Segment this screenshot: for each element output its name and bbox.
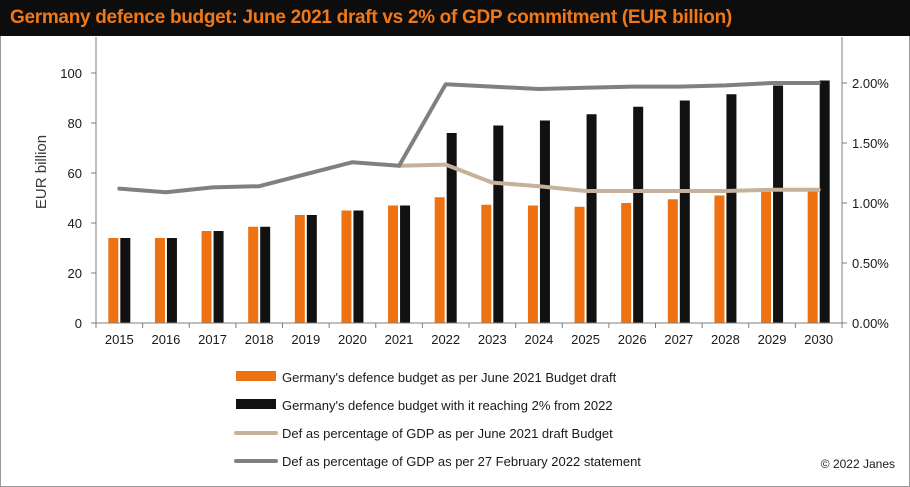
legend: Germany's defence budget as per June 202… (234, 370, 641, 469)
bar-2pct-2021 (400, 205, 411, 323)
bar-2pct-2027 (679, 100, 690, 323)
y-tick-label: 100 (60, 66, 82, 81)
x-tick-label: 2029 (758, 332, 787, 347)
bar-2pct-2019 (306, 215, 317, 323)
y-axis-label: EUR billion (33, 135, 50, 209)
bar-draft-2021 (388, 205, 399, 323)
x-tick-label: 2019 (291, 332, 320, 347)
x-tick-label: 2025 (571, 332, 600, 347)
y2-tick-label: 1.50% (852, 136, 889, 151)
bar-draft-2028 (714, 195, 725, 323)
bar-draft-2026 (621, 203, 632, 323)
y-tick-label: 60 (68, 166, 82, 181)
y2-tick-label: 2.00% (852, 76, 889, 91)
x-tick-label: 2016 (151, 332, 180, 347)
x-tick-label: 2023 (478, 332, 507, 347)
x-tick-label: 2020 (338, 332, 367, 347)
chart-title: Germany defence budget: June 2021 draft … (10, 7, 732, 28)
bar-2pct-2024 (539, 120, 550, 323)
line-feb2022-gdp-pct (117, 81, 821, 195)
legend-label-3: Def as percentage of GDP as per 27 Febru… (282, 454, 641, 469)
bar-draft-2015 (108, 238, 119, 323)
y-tick-label: 20 (68, 266, 82, 281)
bar-2pct-2018 (260, 226, 271, 323)
bar-2pct-2028 (726, 94, 737, 323)
bar-2pct-2016 (166, 238, 177, 323)
x-tick-label: 2017 (198, 332, 227, 347)
y2-tick-label: 1.00% (852, 196, 889, 211)
bar-2pct-2025 (586, 114, 597, 323)
line-draft-gdp-pct (397, 162, 821, 193)
x-tick-label: 2024 (524, 332, 553, 347)
bar-2pct-2015 (120, 238, 131, 323)
bar-draft-2023 (481, 204, 492, 323)
x-tick-label: 2015 (105, 332, 134, 347)
bar-2pct-2022 (446, 133, 457, 323)
legend-label-2: Def as percentage of GDP as per June 202… (282, 426, 613, 441)
bar-2pct-2020 (353, 210, 364, 323)
bar-draft-2020 (341, 210, 352, 323)
bar-draft-2024 (527, 205, 538, 323)
x-tick-label: 2021 (385, 332, 414, 347)
bar-draft-2027 (667, 199, 678, 323)
x-tick-label: 2018 (245, 332, 274, 347)
copyright-text: © 2022 Janes (821, 457, 895, 471)
bar-2pct-2029 (773, 85, 784, 323)
bar-2pct-2030 (819, 80, 830, 323)
legend-label-0: Germany's defence budget as per June 202… (282, 370, 617, 385)
legend-swatch-0 (236, 371, 276, 381)
x-tick-label: 2027 (664, 332, 693, 347)
bar-draft-2017 (201, 231, 212, 323)
bar-draft-2025 (574, 206, 585, 323)
y2-tick-label: 0.50% (852, 256, 889, 271)
y-tick-label: 40 (68, 216, 82, 231)
bar-draft-2030 (807, 189, 818, 323)
title-bar: Germany defence budget: June 2021 draft … (0, 0, 910, 36)
lines (117, 81, 821, 195)
x-tick-label: 2022 (431, 332, 460, 347)
x-tick-label: 2026 (618, 332, 647, 347)
bar-draft-2018 (248, 226, 259, 323)
legend-swatch-1 (236, 399, 276, 409)
bars (108, 80, 830, 323)
axes: 0 20 40 60 80 100 0.00% 0.50% 1.00% 1.50% 2.00% 201… (60, 37, 889, 347)
bar-draft-2022 (434, 197, 445, 323)
bar-2pct-2026 (633, 106, 644, 323)
x-tick-label: 2028 (711, 332, 740, 347)
bar-draft-2029 (761, 191, 772, 323)
bar-2pct-2023 (493, 125, 504, 323)
bar-draft-2019 (294, 215, 305, 323)
legend-label-1: Germany's defence budget with it reachin… (282, 398, 613, 413)
y2-tick-label: 0.00% (852, 316, 889, 331)
x-tick-label: 2030 (804, 332, 833, 347)
bar-2pct-2017 (213, 231, 224, 323)
y-tick-label: 80 (68, 116, 82, 131)
y-tick-label: 0 (75, 316, 82, 331)
bar-draft-2016 (154, 238, 165, 323)
